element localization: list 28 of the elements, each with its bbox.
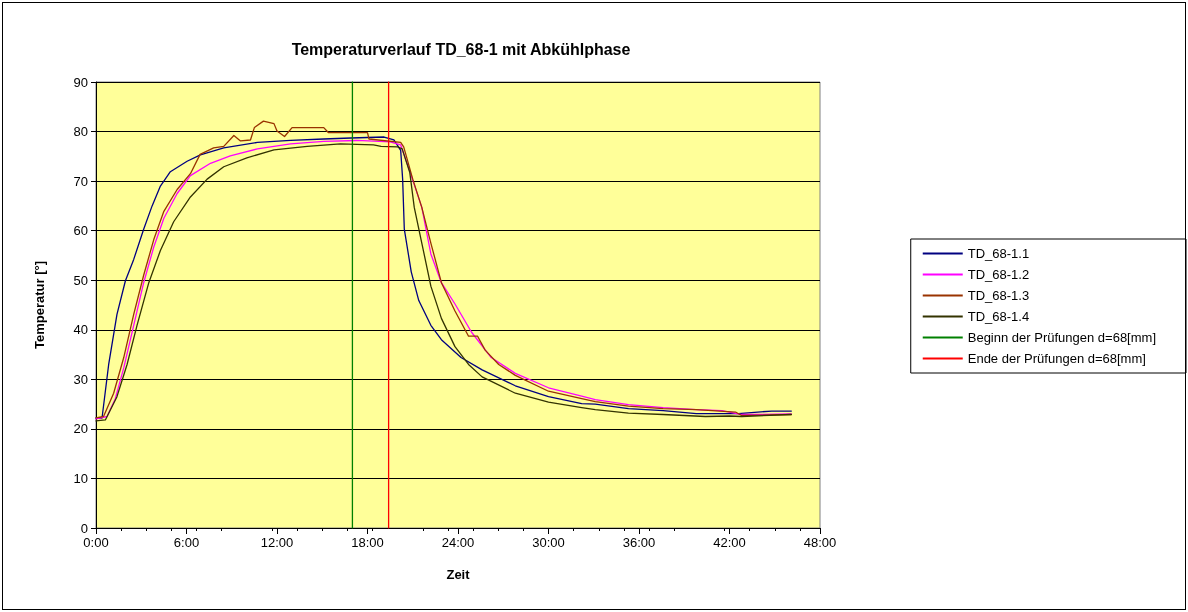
legend-label: TD_68-1.2 bbox=[967, 267, 1030, 282]
chart-title: Temperaturverlauf TD_68-1 mit Abkühlphase bbox=[291, 40, 631, 58]
y-tick-label: 20 bbox=[73, 421, 88, 437]
legend-label: Beginn der Prüfungen d=68[mm] bbox=[967, 330, 1157, 345]
x-axis-title: Zeit bbox=[446, 567, 471, 582]
x-tick-label: 6:00 bbox=[173, 535, 200, 550]
y-tick-label: 40 bbox=[73, 322, 88, 338]
x-tick-label: 30:00 bbox=[532, 535, 565, 550]
x-tick-label: 12:00 bbox=[260, 535, 294, 550]
y-tick-label: 0 bbox=[80, 520, 88, 536]
legend-label: TD_68-1.3 bbox=[967, 288, 1030, 303]
y-tick-label: 50 bbox=[73, 272, 88, 288]
y-tick-label: 10 bbox=[73, 470, 88, 486]
x-tick-label: 24:00 bbox=[441, 535, 475, 550]
y-tick-label: 30 bbox=[73, 371, 88, 387]
x-tick-label: 48:00 bbox=[803, 535, 837, 550]
y-tick-label: 80 bbox=[73, 124, 88, 140]
x-tick-label: 0:00 bbox=[83, 535, 109, 550]
x-tick-label: 18:00 bbox=[351, 535, 384, 550]
y-axis-title: Temperatur [°] bbox=[32, 260, 47, 350]
y-tick-label: 90 bbox=[73, 74, 88, 90]
legend-label: TD_68-1.1 bbox=[967, 246, 1030, 261]
legend-label: Ende der Prüfungen d=68[mm] bbox=[967, 351, 1146, 366]
y-tick-label: 60 bbox=[73, 223, 88, 239]
y-tick-label: 70 bbox=[73, 173, 88, 189]
legend-label: TD_68-1.4 bbox=[967, 309, 1030, 324]
x-tick-label: 36:00 bbox=[622, 535, 656, 550]
x-tick-label: 42:00 bbox=[713, 535, 746, 550]
